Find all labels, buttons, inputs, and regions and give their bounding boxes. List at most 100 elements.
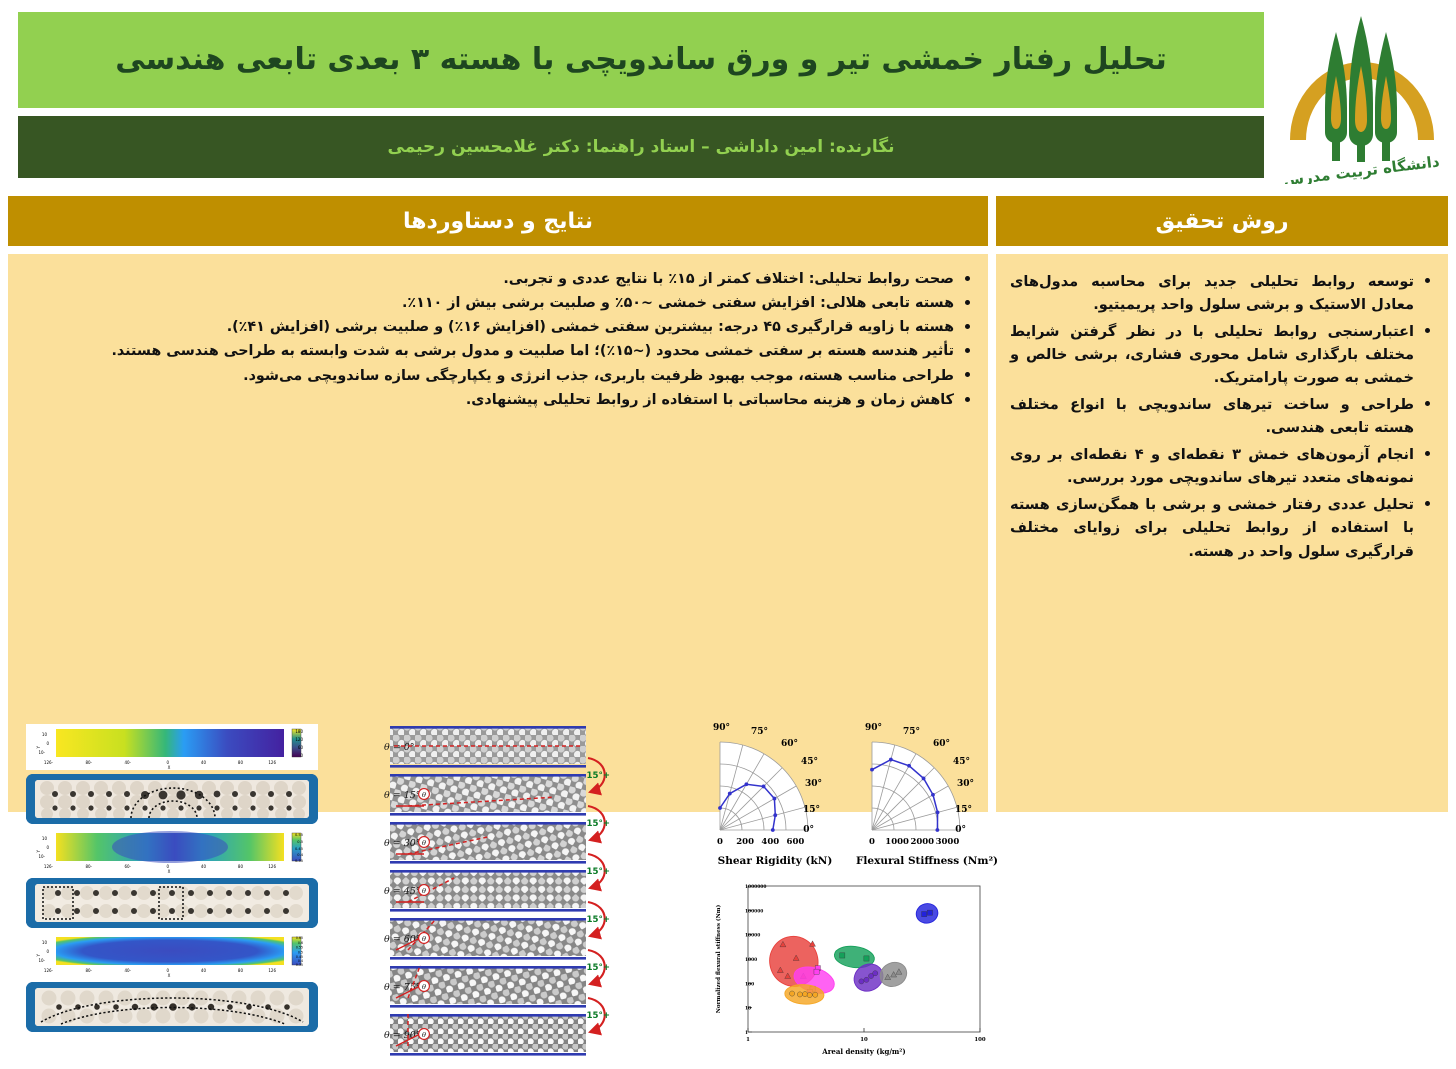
angle-tick: 45°: [953, 757, 970, 767]
x-tick: 10: [860, 1037, 868, 1043]
section-banner-results: نتایج و دستاوردها: [8, 196, 988, 246]
svg-text:0.5: 0.5: [298, 950, 303, 954]
method-bullet-list: توسعه روابط تحلیلی جدید برای محاسبه مدول…: [1010, 270, 1434, 567]
polar-caption: Shear Rigidity (kN): [718, 855, 833, 867]
svg-text:-40: -40: [124, 760, 131, 765]
y-tick: 100000: [745, 909, 763, 914]
theta-symbol: θ: [422, 983, 426, 991]
svg-text:0.6: 0.6: [298, 941, 303, 945]
theta-label: θ = 45°: [384, 886, 421, 897]
data-point: [921, 911, 927, 917]
list-item: طراحی مناسب هسته، موجب بهبود ظرفیت باربر…: [24, 365, 974, 388]
theta-label: θ = 60°: [384, 934, 421, 945]
svg-text:-10: -10: [38, 958, 45, 963]
svg-text:40: 40: [201, 864, 207, 869]
polar-series: [871, 758, 939, 831]
svg-text:80: 80: [238, 760, 244, 765]
svg-text:0.5: 0.5: [297, 840, 303, 844]
data-point: [789, 990, 795, 997]
data-point: [863, 955, 870, 962]
list-item: صحت روابط تحلیلی: اختلاف کمتر از ۱۵٪ با …: [24, 268, 974, 291]
list-item: طراحی و ساخت تیرهای ساندویچی با انواع مخ…: [1010, 393, 1434, 439]
section-banner-method-label: روش تحقیق: [1155, 208, 1289, 234]
data-point: [813, 968, 820, 975]
svg-text:-126: -126: [44, 968, 54, 973]
theta-symbol: θ: [422, 887, 426, 895]
y-tick: 1000: [745, 958, 757, 963]
svg-text:80: 80: [238, 968, 244, 973]
theta-symbol: θ: [422, 935, 426, 943]
svg-text:180: 180: [295, 729, 303, 734]
contour-and-specimen-stack: 180 120 60 0 10 0 -10 Y -126 -80 -40 0 40 80 12…: [22, 724, 318, 1066]
angle-tick: 0°: [803, 825, 814, 835]
svg-text:-126: -126: [44, 864, 54, 869]
polar-caption: Flexural Stiffness (Nm²): [856, 855, 998, 867]
radial-tick: 0: [869, 837, 875, 847]
results-panel: صحت روابط تحلیلی: اختلاف کمتر از ۱۵٪ با …: [8, 254, 998, 1066]
svg-text:-10: -10: [38, 750, 45, 755]
svg-text:X: X: [168, 973, 171, 978]
list-item: کاهش زمان و هزینه محاسباتی با استفاده از…: [24, 389, 974, 412]
results-bullet-list: صحت روابط تحلیلی: اختلاف کمتر از ۱۵٪ با …: [24, 268, 974, 413]
data-point: [797, 991, 803, 998]
svg-text:Y: Y: [36, 745, 41, 749]
radial-tick: 200: [736, 837, 754, 847]
theta-symbol: θ: [422, 839, 426, 847]
contour-modulus-bottom: 0.65 0.6 0.55 0.5 0.45 0.4 0.35 10 0 -10 Y -1…: [26, 932, 318, 978]
svg-text:10: 10: [42, 836, 48, 841]
svg-text:-80: -80: [85, 864, 92, 869]
radial-tick: 600: [787, 837, 805, 847]
flexural-stiffness-polar: 0° 15° 30° 45° 60° 75° 90° 0 1000 2000 3000 Flexura…: [854, 720, 1000, 870]
university-logo: دانشگاه تربیت مدرس: [1272, 8, 1450, 184]
svg-text:120: 120: [295, 737, 303, 742]
author-line: نگارنده: امین داداشی – استاد راهنما: دکت…: [387, 137, 895, 157]
y-tick: 10: [745, 1007, 751, 1012]
angle-tick: 30°: [805, 779, 822, 789]
svg-text:Y: Y: [36, 953, 41, 957]
poster-author-bar: نگارنده: امین داداشی – استاد راهنما: دکت…: [18, 116, 1264, 178]
y-tick: 1000000: [745, 885, 766, 890]
specimen-photo-crescent-core: [26, 774, 318, 824]
svg-text:0: 0: [46, 741, 49, 746]
angle-tick: 90°: [865, 723, 882, 733]
data-point: [858, 978, 865, 985]
section-banner-results-label: نتایج و دستاوردها: [403, 208, 593, 234]
svg-text:40: 40: [201, 968, 207, 973]
angle-tick: 30°: [957, 779, 974, 789]
y-tick: 100: [745, 982, 754, 987]
step-label: +15°: [587, 771, 610, 781]
radial-tick: 0: [717, 837, 723, 847]
angle-tick: 0°: [955, 825, 966, 835]
svg-text:0: 0: [166, 760, 169, 765]
list-item: اعتبارسنجی روابط تحلیلی با در نظر گرفتن …: [1010, 320, 1434, 389]
list-item: تأثیر هندسه هسته بر سفتی خمشی محدود (~۱۵…: [24, 340, 974, 363]
step-label: +15°: [587, 915, 610, 925]
data-point: [927, 909, 933, 916]
theta-symbol: θ: [422, 1031, 426, 1039]
data-point: [802, 991, 808, 997]
page-title: تحلیل رفتار خمشی تیر و ورق ساندویچی با ه…: [115, 42, 1167, 78]
svg-text:0.45: 0.45: [295, 847, 303, 851]
angle-tick: 75°: [903, 727, 920, 737]
data-point: [863, 977, 870, 983]
svg-text:80: 80: [238, 864, 244, 869]
list-item: هسته با زاویه قرارگیری ۴۵ درجه: بیشترین …: [24, 316, 974, 339]
svg-text:0.65: 0.65: [296, 936, 303, 940]
section-banner-method: روش تحقیق: [996, 196, 1448, 246]
polar-charts-group: 0° 15° 30° 45° 60° 75° 90° 0 200 400 600 Shear Rigi…: [702, 720, 1002, 870]
svg-text:X: X: [168, 869, 171, 874]
x-axis-label: Areal density (kg/m²): [821, 1047, 905, 1056]
svg-text:0: 0: [300, 753, 303, 758]
ashby-areal-density-vs-stiffness: 1 10 100 1000 10000 100000 1000000 1 10 100 Areal …: [706, 874, 998, 1066]
radial-tick: 3000: [936, 837, 960, 847]
theta-label: θ = 90°: [384, 1030, 421, 1041]
x-tick: 1: [746, 1037, 750, 1043]
shear-rigidity-polar: 0° 15° 30° 45° 60° 75° 90° 0 200 400 600 Shear Rigi…: [702, 720, 848, 870]
svg-text:-60: -60: [124, 864, 131, 869]
svg-text:-40: -40: [124, 968, 131, 973]
poster-title-bar: تحلیل رفتار خمشی تیر و ورق ساندویچی با ه…: [18, 12, 1264, 108]
svg-text:126: 126: [268, 760, 276, 765]
svg-text:126: 126: [268, 968, 276, 973]
theta-label: θ = 30°: [384, 838, 421, 849]
list-item: انجام آزمون‌های خمش ۳ نقطه‌ای و ۴ نقطه‌ا…: [1010, 443, 1434, 489]
